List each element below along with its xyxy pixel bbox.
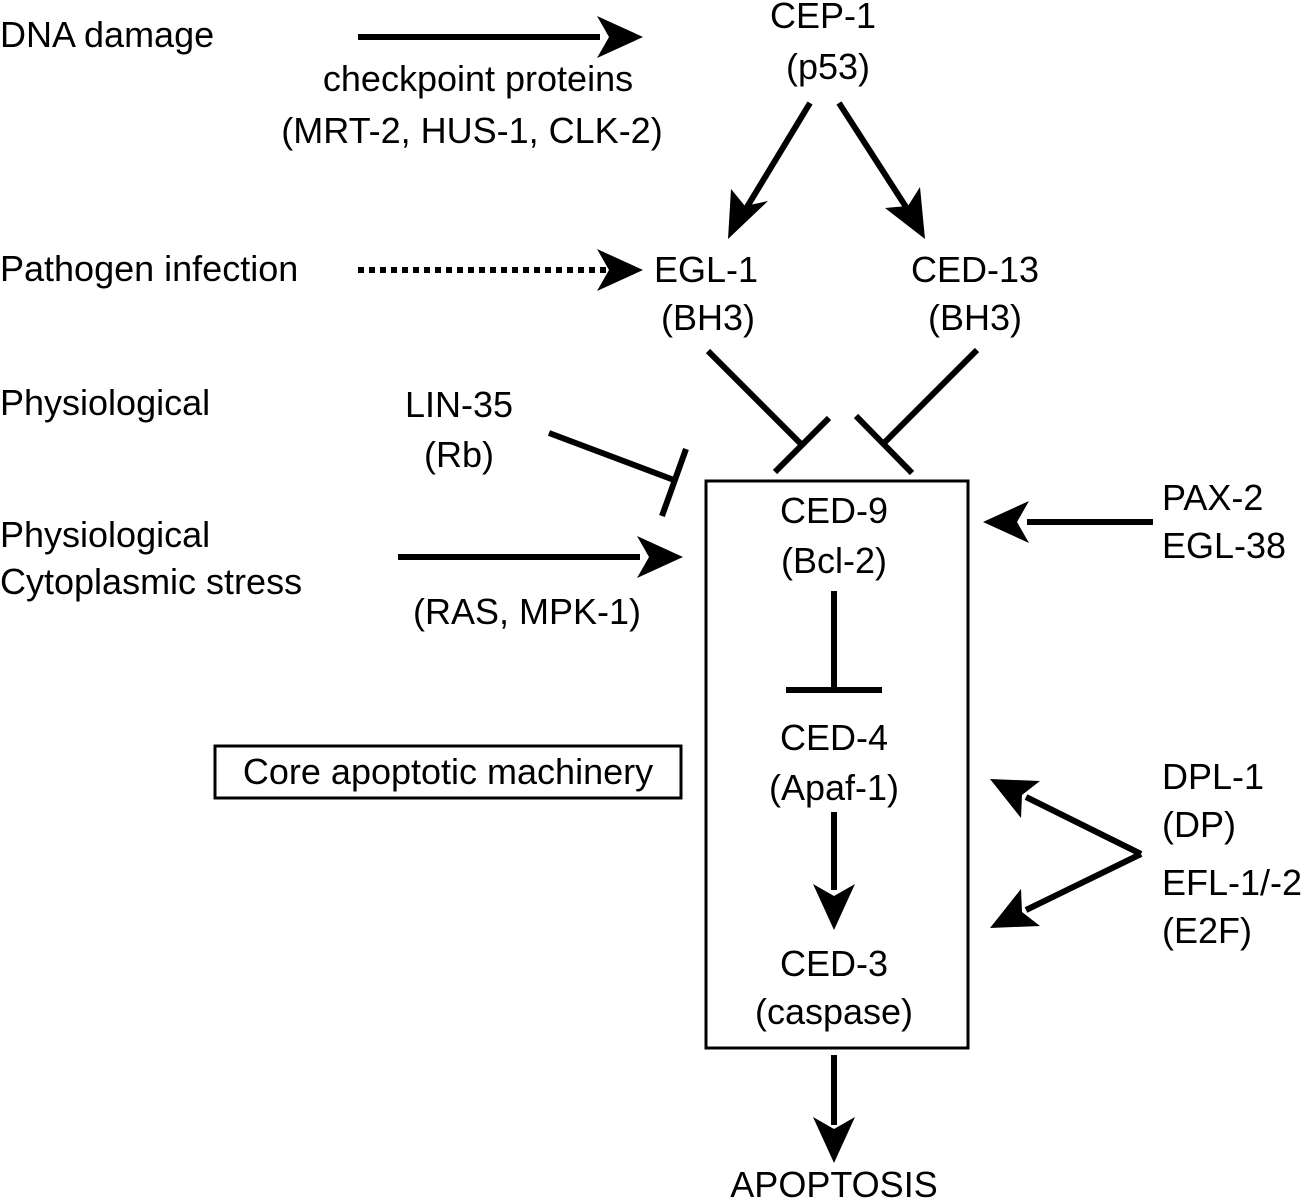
- node-cep1: CEP-1: [770, 0, 876, 36]
- edge-cep1-to-ced13: [836, 101, 925, 239]
- node-cep1-sub: (p53): [786, 46, 870, 87]
- node-pax2: PAX-2: [1162, 477, 1263, 518]
- edge-efl-to-ced3: [990, 851, 1143, 928]
- node-ced3: CED-3: [780, 943, 888, 984]
- node-ced13-sub: (BH3): [928, 297, 1022, 338]
- input-dna-damage: DNA damage: [0, 14, 214, 55]
- node-efl: EFL-1/-2: [1162, 862, 1302, 903]
- node-lin35: LIN-35: [405, 384, 513, 425]
- node-efl-sub: (E2F): [1162, 910, 1252, 951]
- node-egl1: EGL-1: [654, 249, 758, 290]
- core-machinery-box: [704, 479, 970, 1050]
- node-egl1-sub: (BH3): [661, 297, 755, 338]
- input-physiological: Physiological: [0, 382, 210, 423]
- ras-mpk-label: (RAS, MPK-1): [413, 591, 641, 632]
- edge-pathogen-to-egl1: [358, 249, 643, 291]
- node-egl38: EGL-38: [1162, 525, 1286, 566]
- edge-ced9-inhibits-ced4: [786, 591, 882, 693]
- edge-pax2-to-ced9: [983, 501, 1153, 543]
- input-cytoplasmic-stress: Cytoplasmic stress: [0, 561, 302, 602]
- edge-ced3-to-apoptosis: [813, 1055, 855, 1163]
- edge-dna-damage-to-cep1: [358, 16, 643, 58]
- node-ced9-sub: (Bcl-2): [781, 540, 887, 581]
- edge-cep1-to-egl1: [728, 101, 813, 239]
- input-pathogen-infection: Pathogen infection: [0, 248, 298, 289]
- node-dpl1-sub: (DP): [1162, 804, 1236, 845]
- node-ced9: CED-9: [780, 490, 888, 531]
- node-ced13: CED-13: [911, 249, 1039, 290]
- node-ced4: CED-4: [780, 717, 888, 758]
- edge-egl1-inhibits-ced9: [705, 348, 832, 475]
- edge-ced13-inhibits-ced9: [853, 347, 980, 476]
- node-ced4-sub: (Apaf-1): [769, 767, 899, 808]
- node-lin35-sub: (Rb): [424, 434, 494, 475]
- node-dpl1: DPL-1: [1162, 756, 1264, 797]
- edge-ced4-to-ced3: [813, 812, 855, 930]
- node-ced3-sub: (caspase): [755, 991, 913, 1032]
- edge-lin35-inhibits-ced9: [547, 430, 689, 518]
- checkpoint-proteins-list: (MRT-2, HUS-1, CLK-2): [281, 110, 662, 151]
- core-machinery-label-box: [213, 744, 683, 800]
- checkpoint-proteins-label: checkpoint proteins: [323, 58, 633, 99]
- edge-dpl1-to-ced4: [990, 779, 1143, 857]
- node-apoptosis: APOPTOSIS: [730, 1164, 937, 1201]
- input-physiological-stress: Physiological: [0, 514, 210, 555]
- edge-stress-to-ced9: [398, 536, 683, 578]
- core-machinery-label: Core apoptotic machinery: [243, 751, 653, 792]
